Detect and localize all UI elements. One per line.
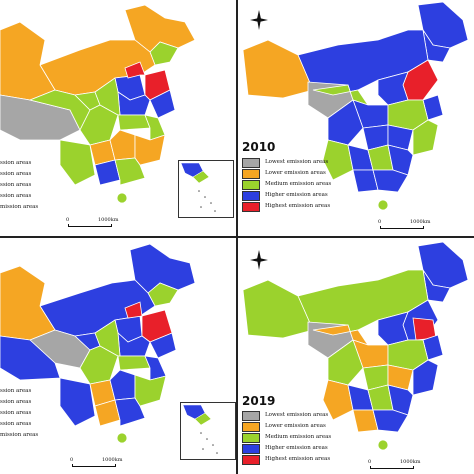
south-china-sea-inset bbox=[180, 402, 236, 460]
map-panel-top-left: ssion areas ssion areas ssion areas ssio… bbox=[0, 0, 237, 237]
legend-item: mission areas bbox=[0, 204, 39, 210]
legend-item-lowest: Lowest emission areas bbox=[242, 410, 331, 421]
legend-item: ssion areas bbox=[0, 410, 32, 416]
legend-item: ssion areas bbox=[0, 193, 32, 199]
map-panel-2019: 2019 Lowest emission areas Lower emissio… bbox=[237, 237, 474, 474]
scale-zero: 0 bbox=[66, 217, 70, 223]
map-panel-bottom-left: ssion areas ssion areas ssion areas ssio… bbox=[0, 237, 237, 474]
south-china-sea-inset bbox=[178, 160, 234, 218]
legend-truncated-1: ssion areas ssion areas ssion areas ssio… bbox=[0, 158, 38, 213]
year-label-2019: 2019 bbox=[242, 394, 276, 408]
scale-distance: 1000km bbox=[98, 217, 119, 223]
scale-distance: 1000km bbox=[410, 219, 431, 225]
scale-zero: 0 bbox=[368, 459, 372, 465]
legend-item: ssion areas bbox=[0, 399, 32, 405]
legend-item: ssion areas bbox=[0, 182, 32, 188]
legend-item-medium: Medium emission areas bbox=[242, 432, 331, 443]
legend-item: ssion areas bbox=[0, 171, 32, 177]
legend-item-lowest: Lowest emission areas bbox=[242, 157, 331, 168]
scale-zero: 0 bbox=[70, 457, 74, 463]
legend-2019: Lowest emission areas Lower emission are… bbox=[242, 410, 331, 465]
legend-item: ssion areas bbox=[0, 421, 32, 427]
scale-distance: 1000km bbox=[400, 459, 421, 465]
legend-item-highest: Highest emission areas bbox=[242, 454, 331, 465]
emission-map-2019 bbox=[242, 241, 469, 451]
scale-distance: 1000km bbox=[102, 457, 123, 463]
emission-map-1 bbox=[0, 4, 196, 204]
north-arrow-icon bbox=[250, 10, 268, 30]
legend-item-medium: Medium emission areas bbox=[242, 179, 331, 190]
map-panel-2010: 2010 Lowest emission areas Lower emissio… bbox=[237, 0, 474, 237]
year-label-2010: 2010 bbox=[242, 140, 276, 154]
legend-item: ssion areas bbox=[0, 160, 32, 166]
legend-item-lower: Lower emission areas bbox=[242, 168, 331, 179]
legend-truncated-3: ssion areas ssion areas ssion areas ssio… bbox=[0, 386, 38, 441]
emission-map-2010 bbox=[242, 1, 469, 211]
legend-2010: Lowest emission areas Lower emission are… bbox=[242, 157, 331, 212]
emission-map-3 bbox=[0, 243, 196, 444]
scale-zero: 0 bbox=[378, 219, 382, 225]
north-arrow-icon bbox=[250, 250, 268, 270]
legend-item-higher: Higher emission areas bbox=[242, 443, 331, 454]
legend-item: ssion areas bbox=[0, 388, 32, 394]
legend-item-higher: Higher emission areas bbox=[242, 190, 331, 201]
legend-item-highest: Highest emission areas bbox=[242, 201, 331, 212]
legend-item-lower: Lower emission areas bbox=[242, 421, 331, 432]
legend-item: mission areas bbox=[0, 432, 39, 438]
